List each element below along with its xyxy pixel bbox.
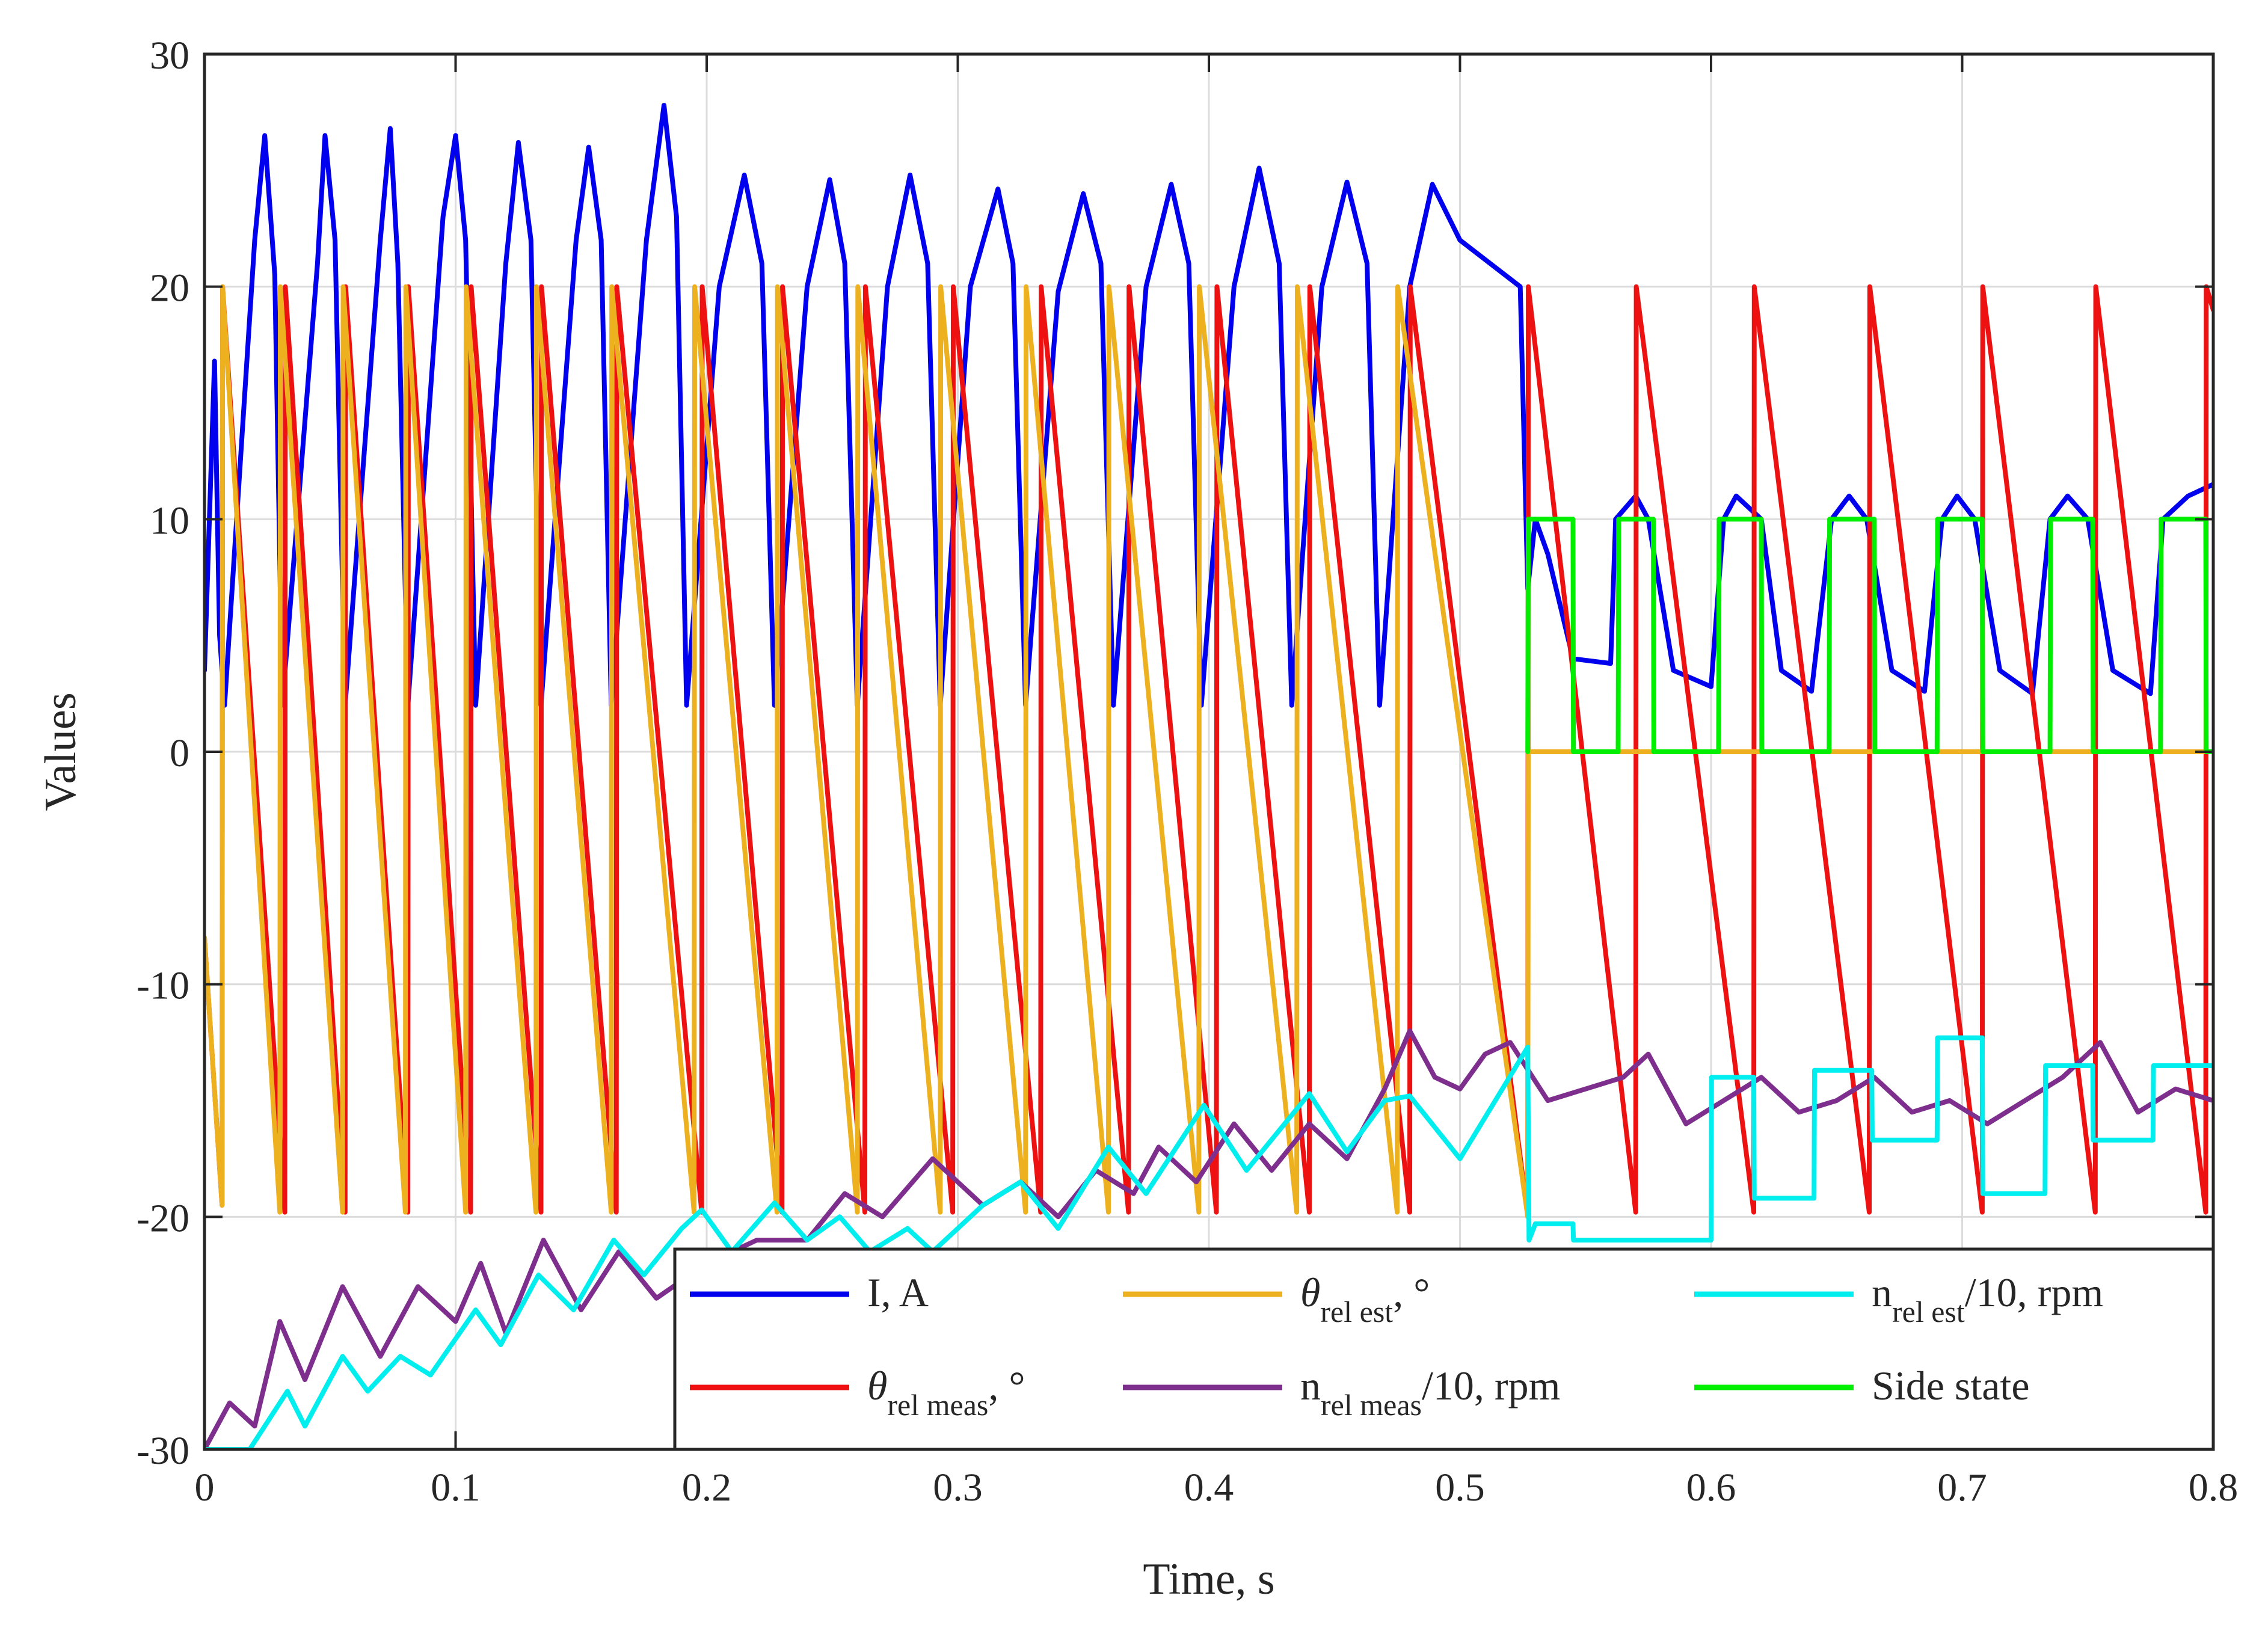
legend-label-0: I, A <box>867 1270 929 1315</box>
legend-subscript: rel est <box>1892 1295 1965 1329</box>
legend-main: I, A <box>867 1270 929 1315</box>
legend-subscript: rel est <box>1320 1295 1393 1329</box>
series-line-4 <box>204 1035 2213 1449</box>
y-axis-title: Values <box>36 692 85 811</box>
legend-label-5: Side state <box>1872 1363 2030 1408</box>
legend-label-3: nrel meas/10, rpm <box>1300 1363 1560 1422</box>
legend-main: n <box>1300 1363 1321 1408</box>
y-tick-label: -20 <box>137 1196 189 1240</box>
x-tick-label: 0.8 <box>2189 1466 2239 1510</box>
series-line-2 <box>204 284 2213 1220</box>
y-tick-label: 0 <box>170 731 189 775</box>
series-line-5 <box>1525 517 2213 754</box>
legend-main: n <box>1872 1270 1892 1315</box>
x-tick-label: 0.5 <box>1435 1466 1485 1510</box>
x-tick-label: 0.1 <box>431 1466 481 1510</box>
series-line-3 <box>204 1028 2213 1449</box>
legend-label-1: θrel meas, ° <box>867 1363 1025 1422</box>
legend-subscript: rel meas <box>1321 1388 1422 1422</box>
legend-subscript: rel meas <box>887 1388 988 1422</box>
series-line-1 <box>204 284 2213 1220</box>
ticks: 0 0.1 0.2 0.3 0.4 0.5 0.6 0.7 0.8 -30 -20 -10 0 10 20 3… <box>137 34 2238 1510</box>
series-layer <box>204 103 2213 1449</box>
legend-label-4: nrel est/10, rpm <box>1872 1270 2103 1329</box>
y-tick-label: 10 <box>150 499 189 542</box>
y-tick-label: -10 <box>137 964 189 1008</box>
legend-main: θ <box>1300 1270 1320 1315</box>
x-tick-label: 0.3 <box>933 1466 983 1510</box>
x-tick-label: 0.6 <box>1686 1466 1736 1510</box>
x-tick-label: 0.7 <box>1937 1466 1987 1510</box>
x-axis-title: Time, s <box>1143 1555 1274 1604</box>
legend-main: θ <box>867 1363 887 1408</box>
x-tick-label: 0.4 <box>1184 1466 1234 1510</box>
y-tick-label: 30 <box>150 34 189 78</box>
y-tick-label: -30 <box>137 1429 189 1473</box>
y-tick-label: 20 <box>150 266 189 310</box>
x-tick-label: 0.2 <box>682 1466 732 1510</box>
x-tick-label: 0 <box>195 1466 215 1510</box>
legend-main: Side state <box>1872 1363 2030 1408</box>
legend-tail: /10, rpm <box>1965 1270 2103 1315</box>
legend-tail: /10, rpm <box>1422 1363 1560 1408</box>
legend-box <box>673 1247 2215 1451</box>
legend-tail: , ° <box>1393 1270 1430 1315</box>
legend-tail: , ° <box>988 1363 1025 1408</box>
legend-label-2: θrel est, ° <box>1300 1270 1430 1329</box>
